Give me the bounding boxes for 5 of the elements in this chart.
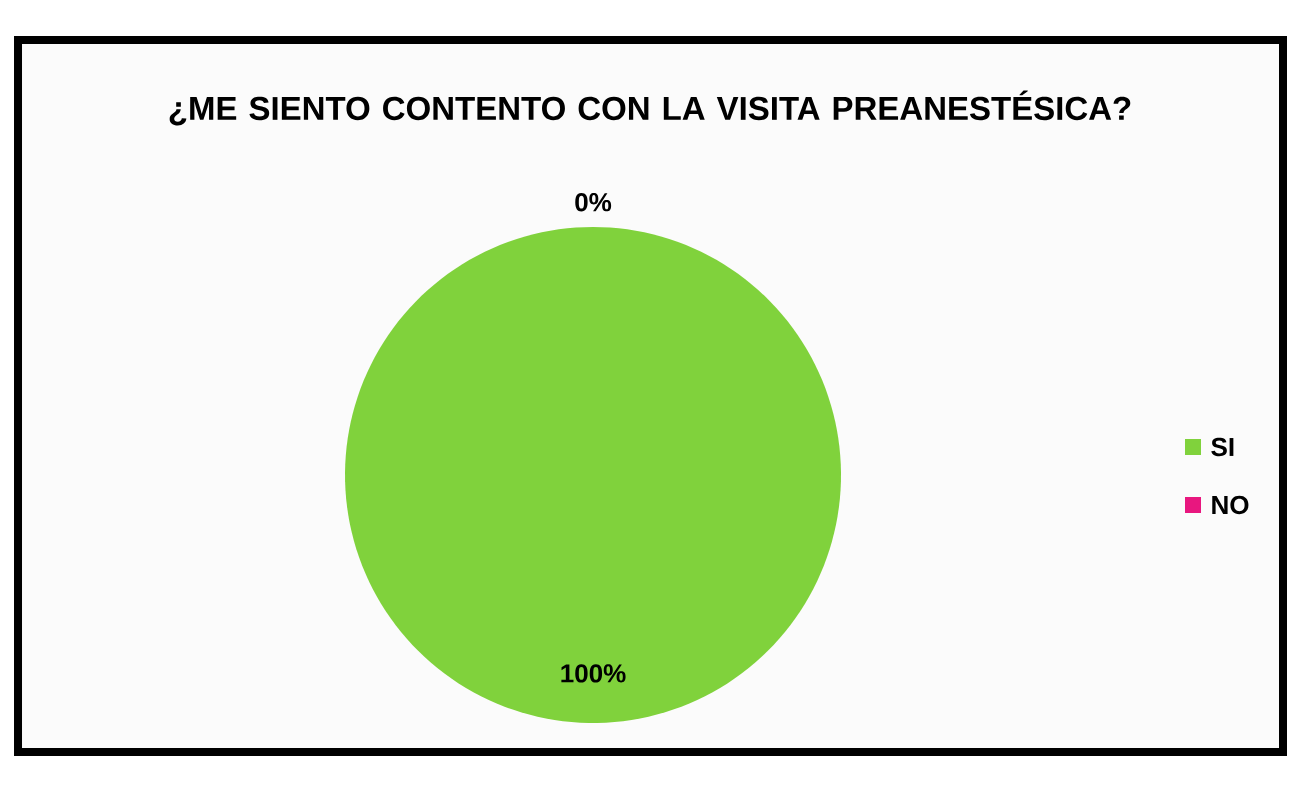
legend-label: NO — [1212, 495, 1249, 515]
data-label: 100% — [561, 664, 626, 683]
legend-label: SI — [1211, 437, 1234, 457]
chart-title: ¿ME SIENTO CONTENTO CON LA VISITA PREANESTÉSICA? — [169, 90, 1131, 126]
text: 0% — [575, 192, 612, 212]
